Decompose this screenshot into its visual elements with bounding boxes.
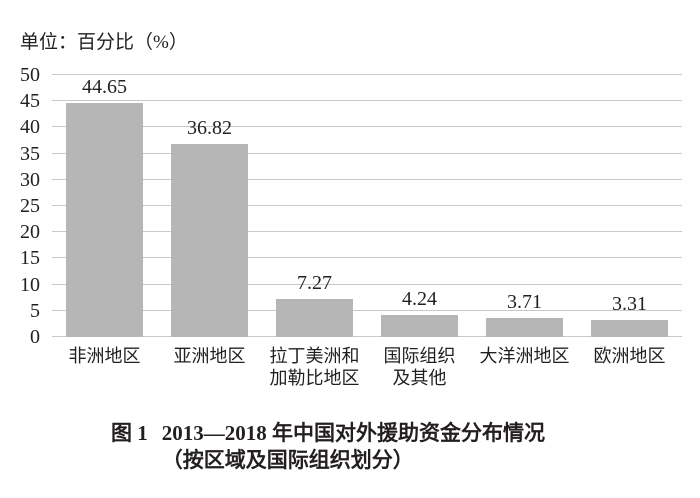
caption-text: 2013—2018 年中国对外援助资金分布情况 （按区域及国际组织划分）	[162, 420, 545, 474]
bar-value-label: 4.24	[402, 287, 437, 310]
x-category-label-line: 加勒比地区	[269, 368, 360, 388]
gridline	[52, 152, 682, 154]
bar	[276, 298, 353, 337]
bar	[171, 144, 248, 337]
bar-slot: 7.27	[262, 75, 367, 337]
caption-figure-number: 图 1	[111, 421, 148, 445]
bar	[381, 314, 458, 337]
gridline	[52, 74, 682, 75]
bar-slot: 36.82	[157, 75, 262, 337]
x-category-label-line: 非洲地区	[68, 346, 141, 366]
gridline	[52, 309, 682, 311]
x-category-label-line: 大洋洲地区	[479, 346, 570, 366]
plot-area: 44.65 36.82 7.27 4.24 3.71 3.31	[52, 74, 682, 337]
bar	[66, 103, 143, 337]
y-tick-label: 5	[30, 299, 40, 322]
gridline	[52, 205, 682, 206]
caption-line-1: 2013—2018 年中国对外援助资金分布情况	[161, 421, 545, 445]
x-category-label: 非洲地区	[40, 345, 170, 367]
bar-value-label: 7.27	[297, 271, 332, 294]
x-category-label-line: 及其他	[392, 368, 447, 388]
x-category-label: 亚洲地区	[145, 345, 275, 367]
figure-caption: 图 1 2013—2018 年中国对外援助资金分布情况 （按区域及国际组织划分）	[111, 420, 545, 474]
bar-slot: 4.24	[367, 75, 472, 337]
y-tick-label: 10	[20, 273, 40, 296]
bar-slot: 3.71	[472, 75, 577, 337]
y-tick-label: 35	[20, 142, 40, 165]
y-tick-label: 30	[20, 168, 40, 191]
x-category-label: 拉丁美洲和 加勒比地区	[250, 345, 380, 389]
y-tick-label: 25	[20, 195, 40, 217]
y-tick-label: 45	[20, 90, 40, 113]
x-category-label-line: 亚洲地区	[173, 346, 246, 366]
bar-slot: 44.65	[52, 75, 157, 337]
bar-value-label: 3.31	[612, 292, 647, 315]
y-tick-label: 0	[30, 326, 40, 348]
y-tick-label: 50	[20, 64, 40, 86]
unit-label: 单位：百分比（%）	[20, 32, 188, 53]
x-category-label: 欧洲地区	[565, 345, 695, 367]
gridline	[52, 283, 682, 285]
bar	[486, 317, 563, 337]
gridline	[52, 231, 682, 233]
y-tick-label: 20	[20, 221, 40, 244]
gridline	[52, 257, 682, 259]
y-tick-label: 15	[20, 247, 40, 270]
bar-value-label: 36.82	[187, 117, 232, 140]
gridline	[52, 178, 682, 180]
y-tick-label: 40	[20, 116, 40, 139]
gridline	[52, 126, 682, 128]
gridline	[52, 100, 682, 102]
x-category-label-line: 国际组织	[383, 346, 456, 366]
bar-slot: 3.31	[577, 75, 682, 337]
x-category-label-line: 欧洲地区	[593, 346, 666, 366]
caption-line-2: （按区域及国际组织划分）	[161, 448, 414, 472]
x-category-label: 大洋洲地区	[460, 345, 590, 367]
bar-value-label: 3.71	[507, 290, 542, 313]
gridline	[52, 336, 682, 337]
x-category-label-line: 拉丁美洲和	[269, 346, 360, 366]
bar	[591, 319, 668, 337]
bar-value-label: 44.65	[82, 76, 127, 99]
x-category-label: 国际组织 及其他	[355, 345, 485, 389]
